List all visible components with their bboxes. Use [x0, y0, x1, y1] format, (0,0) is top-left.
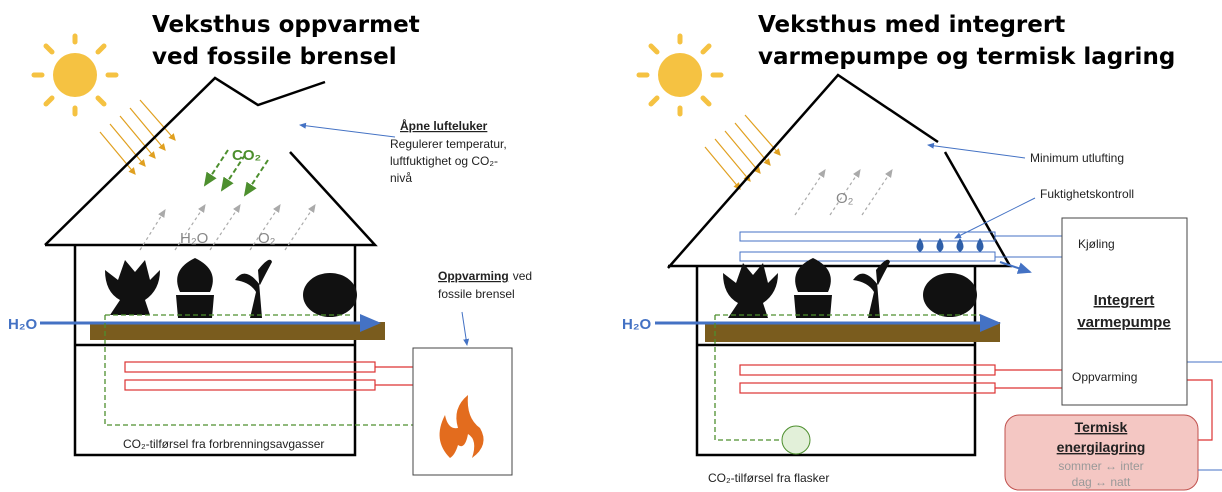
right-panel: Veksthus med integrert varmepumpe og ter…	[622, 12, 1222, 491]
co2-bottle	[781, 425, 811, 455]
title-line: varmepumpe og termisk lagring	[758, 44, 1175, 70]
title-line: ved fossile brensel	[152, 44, 397, 70]
heat-pump-box	[1061, 217, 1188, 406]
co2-supply: CO₂-tilførsel fra flasker	[708, 471, 829, 485]
plants	[723, 258, 977, 318]
heating-text: fossile brensel	[438, 287, 515, 301]
title-line: Veksthus oppvarmet	[152, 12, 420, 38]
heat-pump-label: varmepumpe	[1077, 314, 1170, 331]
min-vent-label: Minimum utlufting	[1030, 151, 1124, 165]
soil	[705, 322, 1000, 342]
co2-label: CO₂	[232, 147, 261, 164]
flame	[439, 395, 484, 458]
water-drops	[916, 238, 984, 252]
cooling-pipes	[739, 231, 1100, 262]
water-label: H₂O	[8, 316, 37, 333]
o2-label: O₂	[836, 190, 854, 207]
h2o-label: H₂O	[180, 230, 208, 247]
text: ved	[513, 269, 532, 283]
storage-text: dag ↔ natt	[1072, 475, 1131, 489]
vent-text: luftfuktighet og CO₂-	[390, 154, 498, 168]
heating-heading: Oppvarming ved	[438, 269, 532, 283]
humidity-label: Fuktighetskontroll	[1040, 187, 1134, 201]
plants	[105, 258, 357, 318]
soil	[90, 322, 385, 340]
water-label: H₂O	[622, 316, 651, 333]
sun	[636, 33, 724, 117]
co2-supply: CO₂-tilførsel fra forbrenningsavgasser	[123, 437, 324, 451]
vent-text: nivå	[390, 171, 412, 185]
sun-beams	[99, 99, 176, 175]
vent-heading: Åpne lufteluker	[400, 118, 488, 133]
storage-label: Termisk	[1075, 419, 1128, 435]
heating-label: Oppvarming	[1072, 370, 1137, 384]
sun	[31, 33, 119, 117]
vent-text: Regulerer temperatur,	[390, 137, 507, 151]
heat-pump-label: Integrert	[1094, 292, 1155, 309]
house	[667, 73, 1013, 457]
co2-duct	[714, 314, 980, 441]
cooling-label: Kjøling	[1078, 237, 1115, 251]
heading: Oppvarming	[438, 269, 509, 283]
title-line: Veksthus med integrert	[758, 12, 1065, 38]
house	[44, 76, 378, 457]
o2-label: O₂	[258, 230, 276, 247]
co2-duct	[104, 314, 413, 426]
heating-pipes	[739, 364, 1213, 441]
storage-label: energilagring	[1057, 439, 1146, 455]
left-panel: Veksthus oppvarmet ved fossile brensel C…	[8, 12, 532, 476]
storage-box	[1004, 414, 1199, 491]
storage-text: sommer ↔ inter	[1058, 459, 1143, 473]
